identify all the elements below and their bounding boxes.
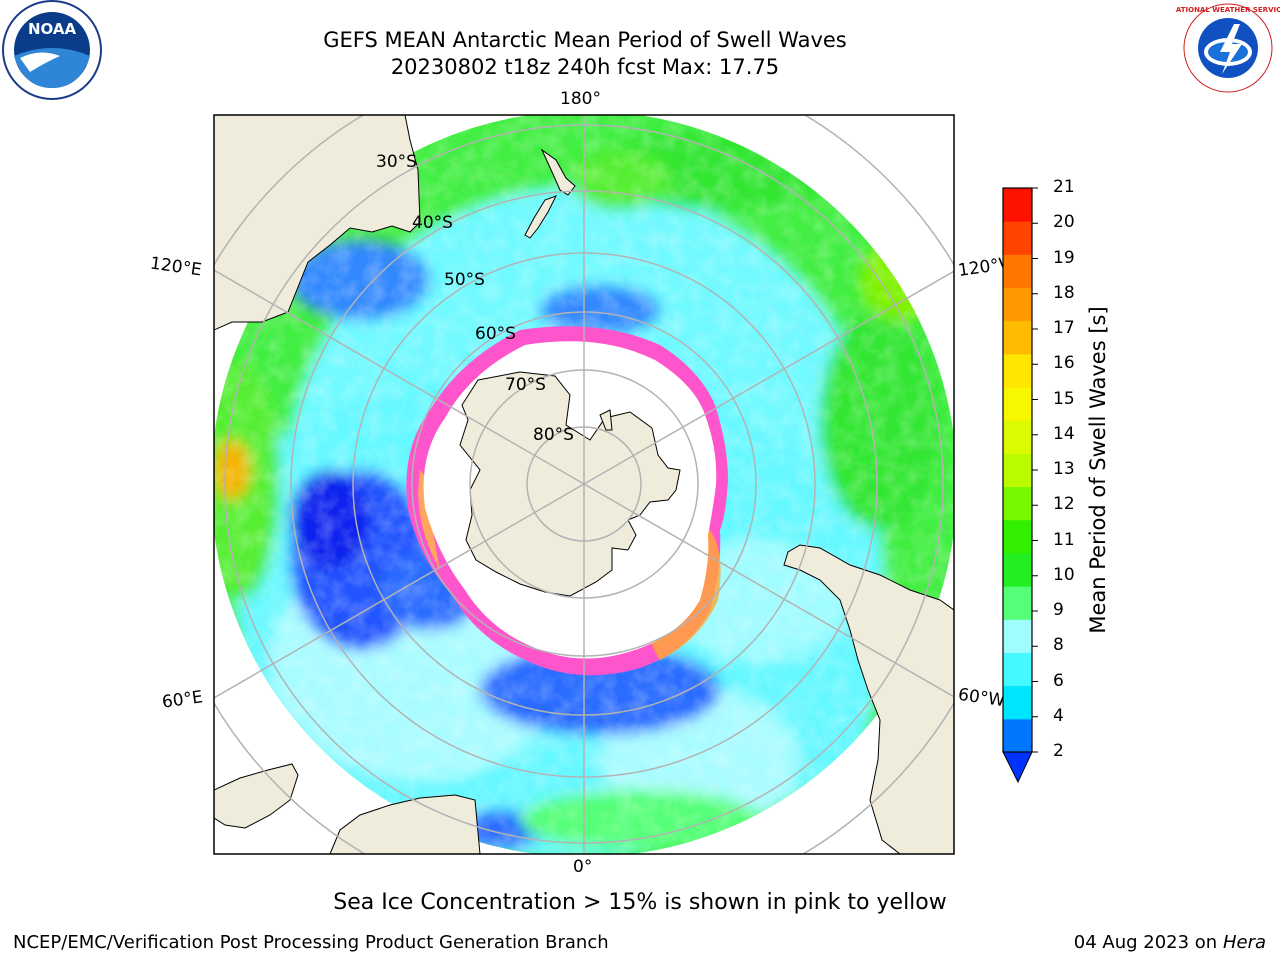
colorbar-segment [1003,387,1032,421]
lat-label-60s: 60°S [475,324,516,344]
colorbar-tick-label: 6 [1053,670,1064,691]
colorbar-tick-label: 10 [1053,564,1075,585]
lon-label-180: 180° [560,89,601,109]
colorbar-segment [1003,420,1032,454]
lat-label-70s: 70°S [505,375,546,395]
colorbar-tick-label: 21 [1053,177,1075,197]
machine-name: Hera [1222,932,1266,953]
colorbar-segment [1003,586,1032,620]
colorbar-tick-label: 20 [1053,212,1075,233]
colorbar-tick-label: 18 [1053,282,1075,303]
colorbar-segment [1003,619,1032,653]
colorbar-segment [1003,519,1032,554]
lon-label-0: 0° [573,857,593,877]
colorbar-segment [1003,188,1032,222]
colorbar-segment [1003,486,1032,521]
date-text: 04 Aug 2023 on Hera [1074,932,1266,953]
colorbar-tick-label: 2 [1053,741,1064,761]
map-subtitle: 20230802 t18z 240h fcst Max: 17.75 [390,55,780,79]
colorbar-tick-label: 9 [1053,600,1064,620]
lat-label-40s: 40°S [412,213,453,233]
new-zealand-land [524,148,576,239]
nws-logo: NATIONAL WEATHER SERVICE [1176,2,1280,94]
map-frame [213,114,955,855]
colorbar-label: Mean Period of Swell Waves [s] [1086,306,1110,634]
colorbar-extend-triangle [1002,751,1033,784]
africa-land [329,794,481,854]
colorbar-segment [1003,287,1032,322]
colorbar-segments [1003,188,1032,753]
colorbar-tick-label: 11 [1053,529,1075,550]
colorbar-tick-label: 19 [1053,247,1075,268]
credit-text: NCEP/EMC/Verification Post Processing Pr… [13,932,609,953]
lat-label-80s: 80°S [533,425,574,445]
south-america-land [783,544,954,854]
colorbar-tick-label: 14 [1053,423,1075,444]
colorbar-segment [1003,353,1032,388]
colorbar-tick-label: 16 [1053,353,1075,374]
colorbar-tick-label: 12 [1053,494,1075,515]
noaa-logo: NOAA [2,0,102,100]
colorbar-segment [1003,718,1032,753]
map-title: GEFS MEAN Antarctic Mean Period of Swell… [323,28,847,52]
colorbar-segment [1003,254,1032,289]
colorbar-tick-label: 4 [1053,705,1064,726]
colorbar-tick-label: 15 [1053,388,1075,409]
australia-land [214,115,421,331]
colorbar-segment [1003,221,1032,255]
map-content [214,115,954,854]
colorbar-ticks [1032,187,1038,753]
colorbar-segment [1003,453,1032,488]
graticule [214,115,954,854]
colorbar-segment [1003,652,1032,687]
date-value: 04 Aug 2023 on [1073,932,1218,953]
lat-label-30s: 30°S [376,152,417,172]
svg-text:NATIONAL WEATHER SERVICE: NATIONAL WEATHER SERVICE [1176,6,1280,14]
lat-label-50s: 50°S [444,270,485,290]
sea-ice-note: Sea Ice Concentration > 15% is shown in … [333,890,947,915]
colorbar [1002,187,1038,784]
colorbar-segment [1003,552,1032,587]
colorbar-tick-label: 8 [1053,635,1064,656]
colorbar-tick-label: 13 [1053,459,1075,479]
colorbar-tick-label: 17 [1053,318,1075,338]
svg-text:NOAA: NOAA [28,20,77,38]
colorbar-segment [1003,685,1032,720]
madagascar-land [214,763,299,829]
colorbar-segment [1003,320,1032,355]
